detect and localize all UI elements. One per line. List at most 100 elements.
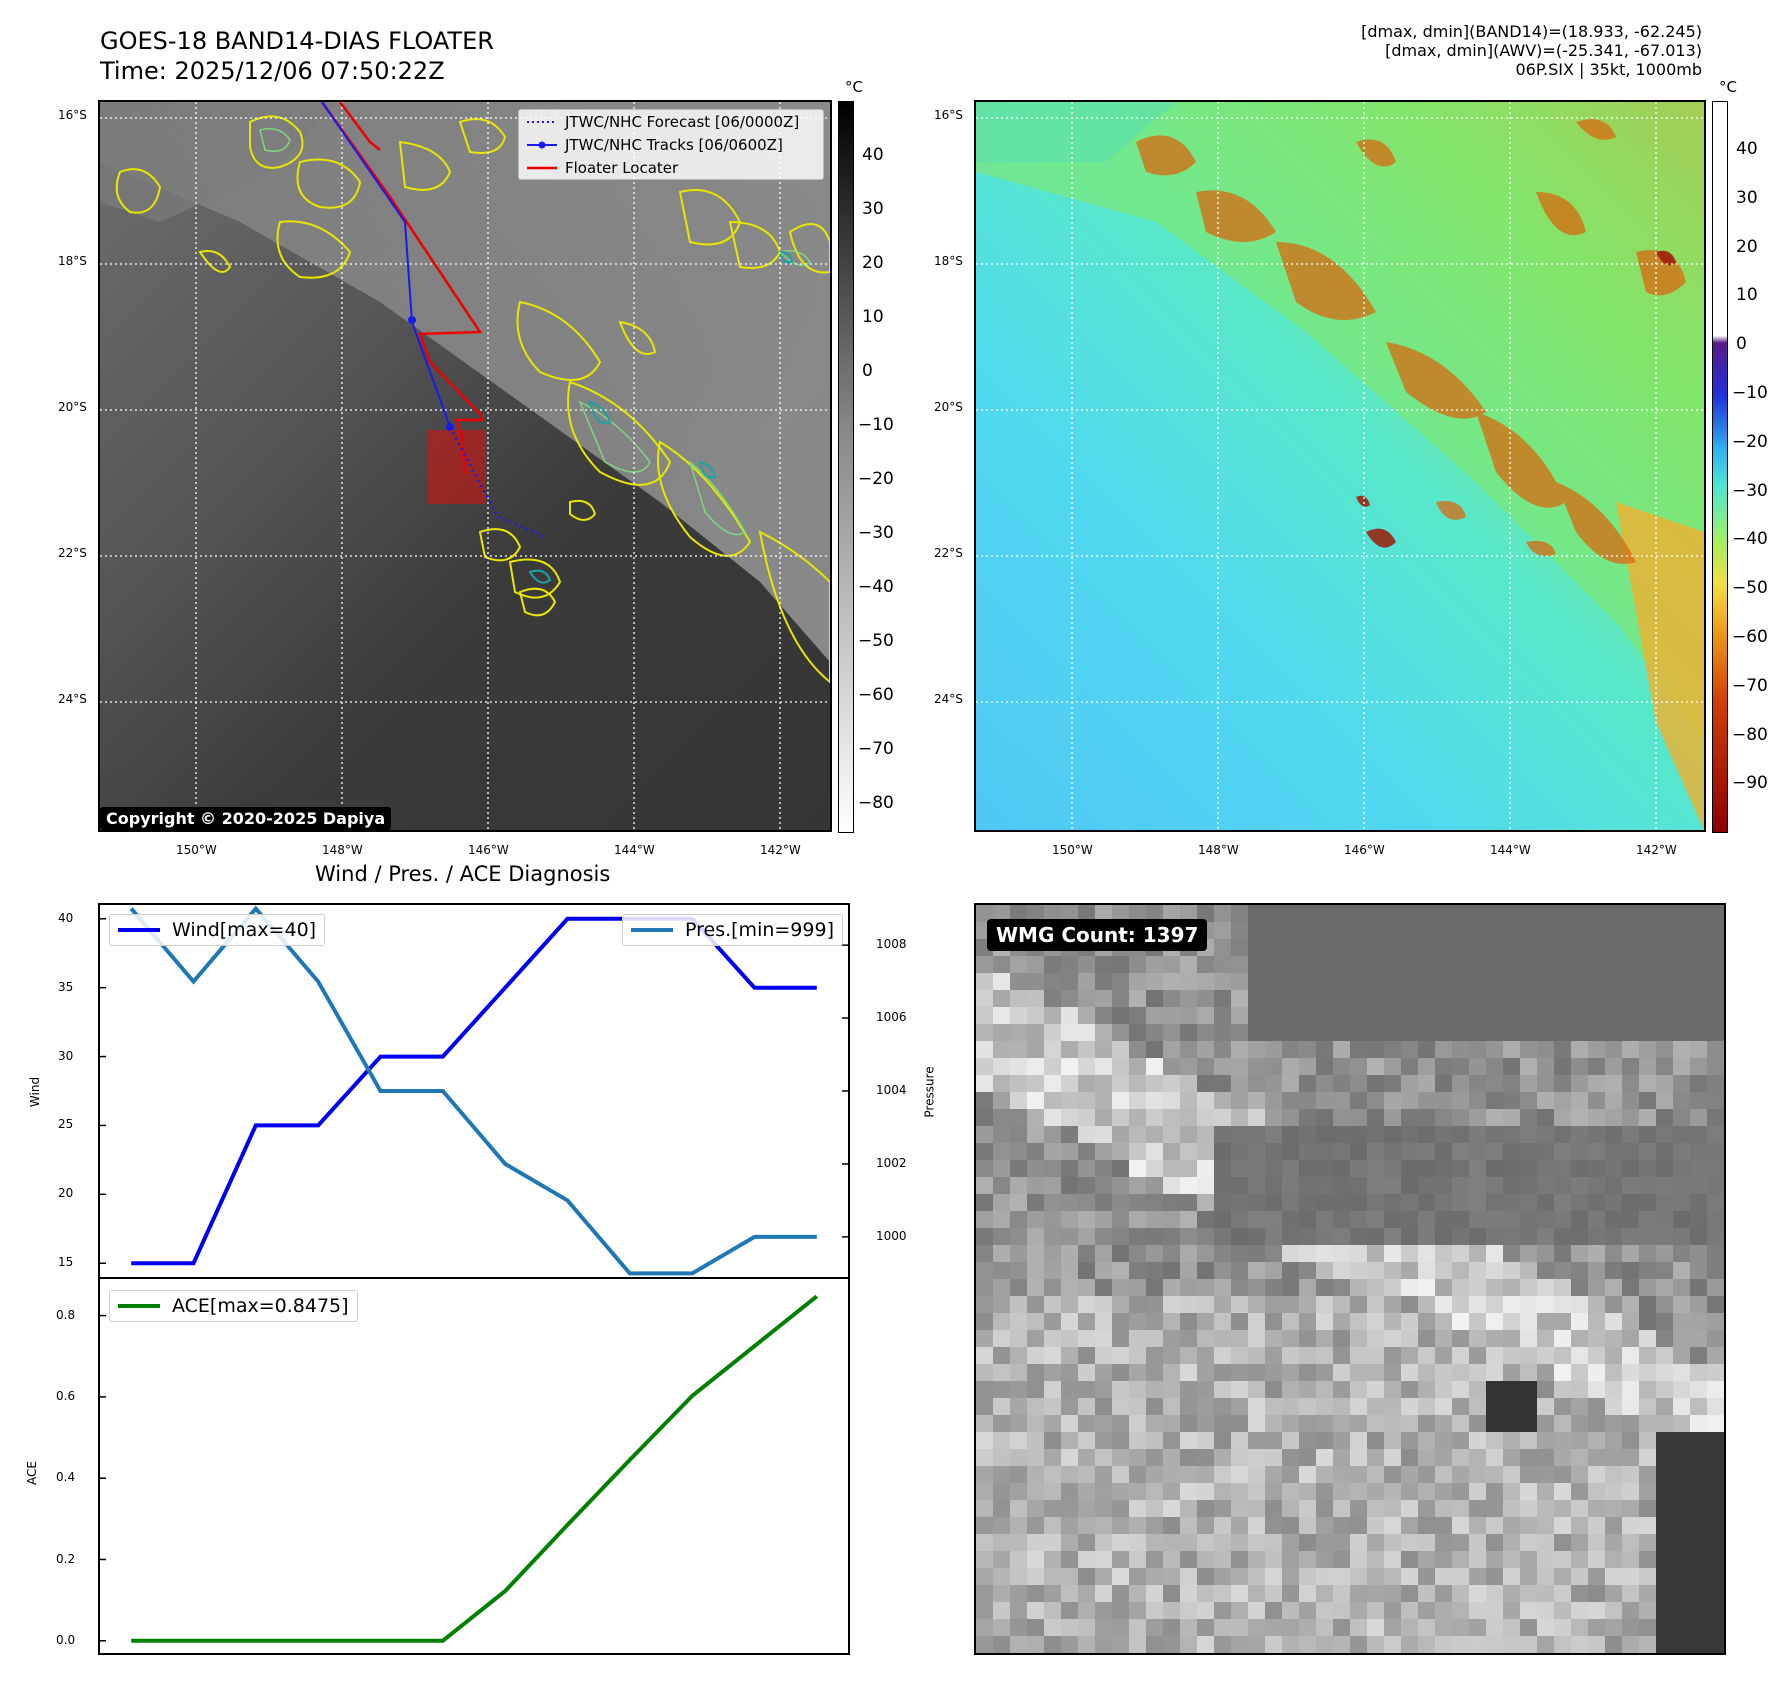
pressure-legend: Pres.[min=999] xyxy=(622,914,843,946)
ace-series-line xyxy=(131,1294,819,1643)
ir-colorbar xyxy=(838,101,854,833)
ir-colorbar-unit: °C xyxy=(845,78,863,96)
ace-svg xyxy=(100,1294,819,1643)
ir-colorbar-tick: −40 xyxy=(858,577,894,597)
ace-legend: ACE[max=0.8475] xyxy=(109,1290,358,1322)
wv-colorbar-tick: −60 xyxy=(1732,627,1768,647)
wv-colorbar xyxy=(1712,101,1728,833)
ir-colorbar-tick: 40 xyxy=(862,145,884,165)
wind-pressure-chart xyxy=(98,903,850,1279)
wind-ylabel: Wind xyxy=(28,1076,43,1108)
wmg-svg xyxy=(976,905,1724,1653)
lat-label: 16°S xyxy=(934,108,963,122)
wv-colorbar-tick: −50 xyxy=(1732,578,1768,599)
wv-colorbar-tick: −20 xyxy=(1732,431,1768,452)
lat-label: 22°S xyxy=(58,546,87,560)
wv-colorbar-tick: −40 xyxy=(1732,529,1768,550)
wv-colorbar-tick: −10 xyxy=(1732,383,1768,403)
wind-tick-label: 30 xyxy=(58,1048,74,1063)
wind-tick-label: 15 xyxy=(58,1255,74,1270)
lon-label: 148°W xyxy=(1198,843,1239,857)
lon-label: 146°W xyxy=(1344,843,1385,857)
ir-colorbar-tick: −50 xyxy=(858,631,894,651)
figure-title: GOES-18 BAND14-DIAS FLOATER Time: 2025/1… xyxy=(100,27,494,85)
legend-forecast: JTWC/NHC Forecast [06/0000Z] xyxy=(527,112,800,131)
lon-label: 148°W xyxy=(322,843,363,857)
wv-colorbar-tick: −90 xyxy=(1732,773,1768,794)
ir-map-panel xyxy=(98,100,832,832)
pressure-ylabel: Pressure xyxy=(922,1066,937,1118)
pressure-series-line xyxy=(129,905,817,1276)
lat-label: 20°S xyxy=(934,400,963,414)
ir-colorbar-tick: 0 xyxy=(862,361,873,381)
wv-colorbar-tick: −70 xyxy=(1732,675,1768,696)
wind-tick-label: 20 xyxy=(58,1186,74,1201)
ir-colorbar-tick: −10 xyxy=(858,415,894,435)
copyright-badge: Copyright © 2020-2025 Dapiya xyxy=(100,807,392,830)
wv-colorbar-tick: 0 xyxy=(1736,334,1747,355)
ir-colorbar-tick: 10 xyxy=(862,307,884,327)
ir-gridlines xyxy=(100,102,830,830)
ir-colorbar-tick: −20 xyxy=(858,469,894,489)
ace-tick-label: 0.4 xyxy=(56,1470,76,1485)
lon-label: 144°W xyxy=(614,843,655,857)
lon-label: 142°W xyxy=(760,843,801,857)
pressure-tick-label: 1004 xyxy=(876,1083,907,1097)
pressure-tick-label: 1000 xyxy=(876,1228,907,1243)
wind-tick-label: 35 xyxy=(58,979,74,994)
wv-map-panel xyxy=(974,100,1706,832)
wv-colorbar-tick: 20 xyxy=(1736,236,1758,257)
wind-tick-label: 40 xyxy=(58,910,74,925)
wv-colorbar-tick: −30 xyxy=(1732,480,1768,501)
lat-label: 18°S xyxy=(934,254,963,268)
wmg-panel xyxy=(974,903,1726,1655)
lat-label: 16°S xyxy=(58,108,87,122)
lon-label: 150°W xyxy=(1052,843,1093,857)
jtwc-track-line xyxy=(321,102,451,428)
ace-chart xyxy=(98,1277,850,1655)
lon-label: 144°W xyxy=(1490,843,1531,857)
wv-colorbar-tick: 10 xyxy=(1736,285,1758,306)
lon-label: 146°W xyxy=(468,843,509,857)
ir-colorbar-tick: −30 xyxy=(858,523,894,543)
ace-tick-label: 0.6 xyxy=(56,1388,76,1403)
pressure-tick-label: 1006 xyxy=(876,1010,907,1025)
wv-colorbar-tick: −80 xyxy=(1732,724,1768,745)
lat-label: 24°S xyxy=(58,692,87,706)
wmg-count-badge: WMG Count: 1397 xyxy=(987,919,1208,951)
floater-locater-line xyxy=(320,102,484,475)
ace-tick-label: 0.0 xyxy=(56,1632,76,1647)
wv-gridlines xyxy=(976,102,1704,830)
ir-colorbar-tick: 20 xyxy=(862,253,884,273)
wv-map-svg xyxy=(976,102,1704,830)
diagnosis-title: Wind / Pres. / ACE Diagnosis xyxy=(315,862,611,886)
ir-colorbar-tick: −80 xyxy=(858,793,894,813)
wind-pressure-svg xyxy=(100,905,848,1276)
ir-map-svg xyxy=(100,102,830,830)
lat-label: 20°S xyxy=(58,400,87,414)
jtwc-forecast-line xyxy=(448,426,547,539)
wv-colorbar-tick: 40 xyxy=(1736,139,1758,159)
wv-colorbar-unit: °C xyxy=(1719,78,1737,96)
ace-tick-label: 0.8 xyxy=(56,1307,76,1322)
ace-tick-label: 0.2 xyxy=(56,1551,76,1566)
lon-label: 142°W xyxy=(1636,843,1677,857)
wind-series-line xyxy=(131,916,817,1266)
wind-tick-label: 25 xyxy=(58,1117,74,1132)
floater-box xyxy=(428,430,486,504)
pressure-tick-label: 1008 xyxy=(876,937,907,952)
legend-floater: Floater Locater xyxy=(527,158,679,177)
stats-block: [dmax, dmin](BAND14)=(18.933, -62.245) [… xyxy=(1361,22,1702,79)
lat-label: 22°S xyxy=(934,546,963,560)
pressure-tick-label: 1002 xyxy=(876,1155,907,1170)
lat-label: 24°S xyxy=(934,692,963,706)
ir-colorbar-tick: 30 xyxy=(862,199,884,219)
ace-ylabel: ACE xyxy=(24,1461,39,1485)
ir-colorbar-tick: −60 xyxy=(858,685,894,705)
ir-colorbar-tick: −70 xyxy=(858,739,894,759)
lon-label: 150°W xyxy=(176,843,217,857)
lat-label: 18°S xyxy=(58,254,87,268)
ir-legend: JTWC/NHC Forecast [06/0000Z] JTWC/NHC Tr… xyxy=(518,109,824,180)
wv-colorbar-tick: 30 xyxy=(1736,187,1758,208)
legend-tracks: JTWC/NHC Tracks [06/0600Z] xyxy=(519,133,823,156)
